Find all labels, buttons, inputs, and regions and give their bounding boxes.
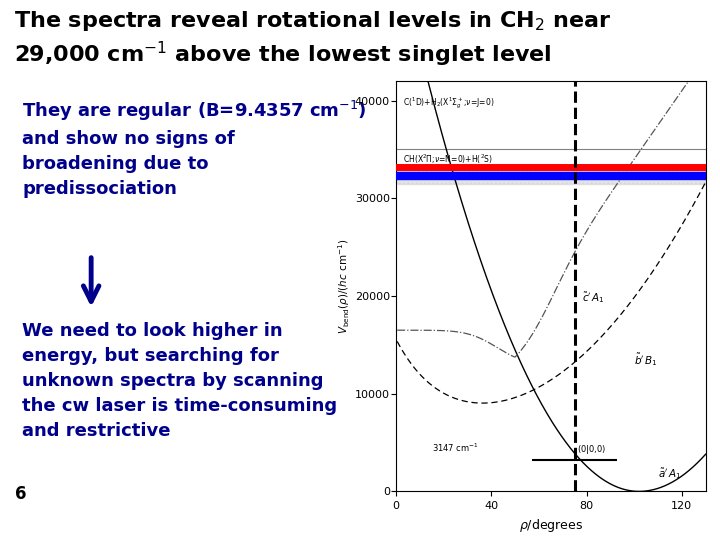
Text: The spectra reveal rotational levels in CH$_2$ near
29,000 cm$^{-1}$ above the l: The spectra reveal rotational levels in … xyxy=(14,10,612,69)
X-axis label: $\rho$/degrees: $\rho$/degrees xyxy=(518,517,583,534)
Text: We need to look higher in
energy, but searching for
unknown spectra by scanning
: We need to look higher in energy, but se… xyxy=(22,322,338,440)
Text: (0$|$0,0): (0$|$0,0) xyxy=(577,443,606,456)
Text: $\tilde{c}'\,A_1$: $\tilde{c}'\,A_1$ xyxy=(582,290,605,305)
Y-axis label: $V_{\rm bend}(\rho)/(hc\ {\rm cm}^{-1})$: $V_{\rm bend}(\rho)/(hc\ {\rm cm}^{-1})$ xyxy=(336,238,352,334)
Text: $\tilde{b}'\,B_1$: $\tilde{b}'\,B_1$ xyxy=(634,352,658,368)
Text: They are regular (B=9.4357 cm$^{-1}$)
and show no signs of
broadening due to
pre: They are regular (B=9.4357 cm$^{-1}$) an… xyxy=(22,99,367,198)
Text: CH(X$^2\Pi$;$\nu$=N=0)+H($^2$S): CH(X$^2\Pi$;$\nu$=N=0)+H($^2$S) xyxy=(403,153,493,166)
Text: $\tilde{a}'\,A_1$: $\tilde{a}'\,A_1$ xyxy=(658,465,682,481)
Text: C($^1$D)+H$_2$(X$^1\Sigma^+_g$;$\nu$=J=0): C($^1$D)+H$_2$(X$^1\Sigma^+_g$;$\nu$=J=0… xyxy=(403,96,495,111)
Text: 3147 cm$^{-1}$: 3147 cm$^{-1}$ xyxy=(432,442,479,454)
Bar xyxy=(396,172,706,179)
Text: 6: 6 xyxy=(15,485,27,503)
Bar xyxy=(396,169,706,184)
